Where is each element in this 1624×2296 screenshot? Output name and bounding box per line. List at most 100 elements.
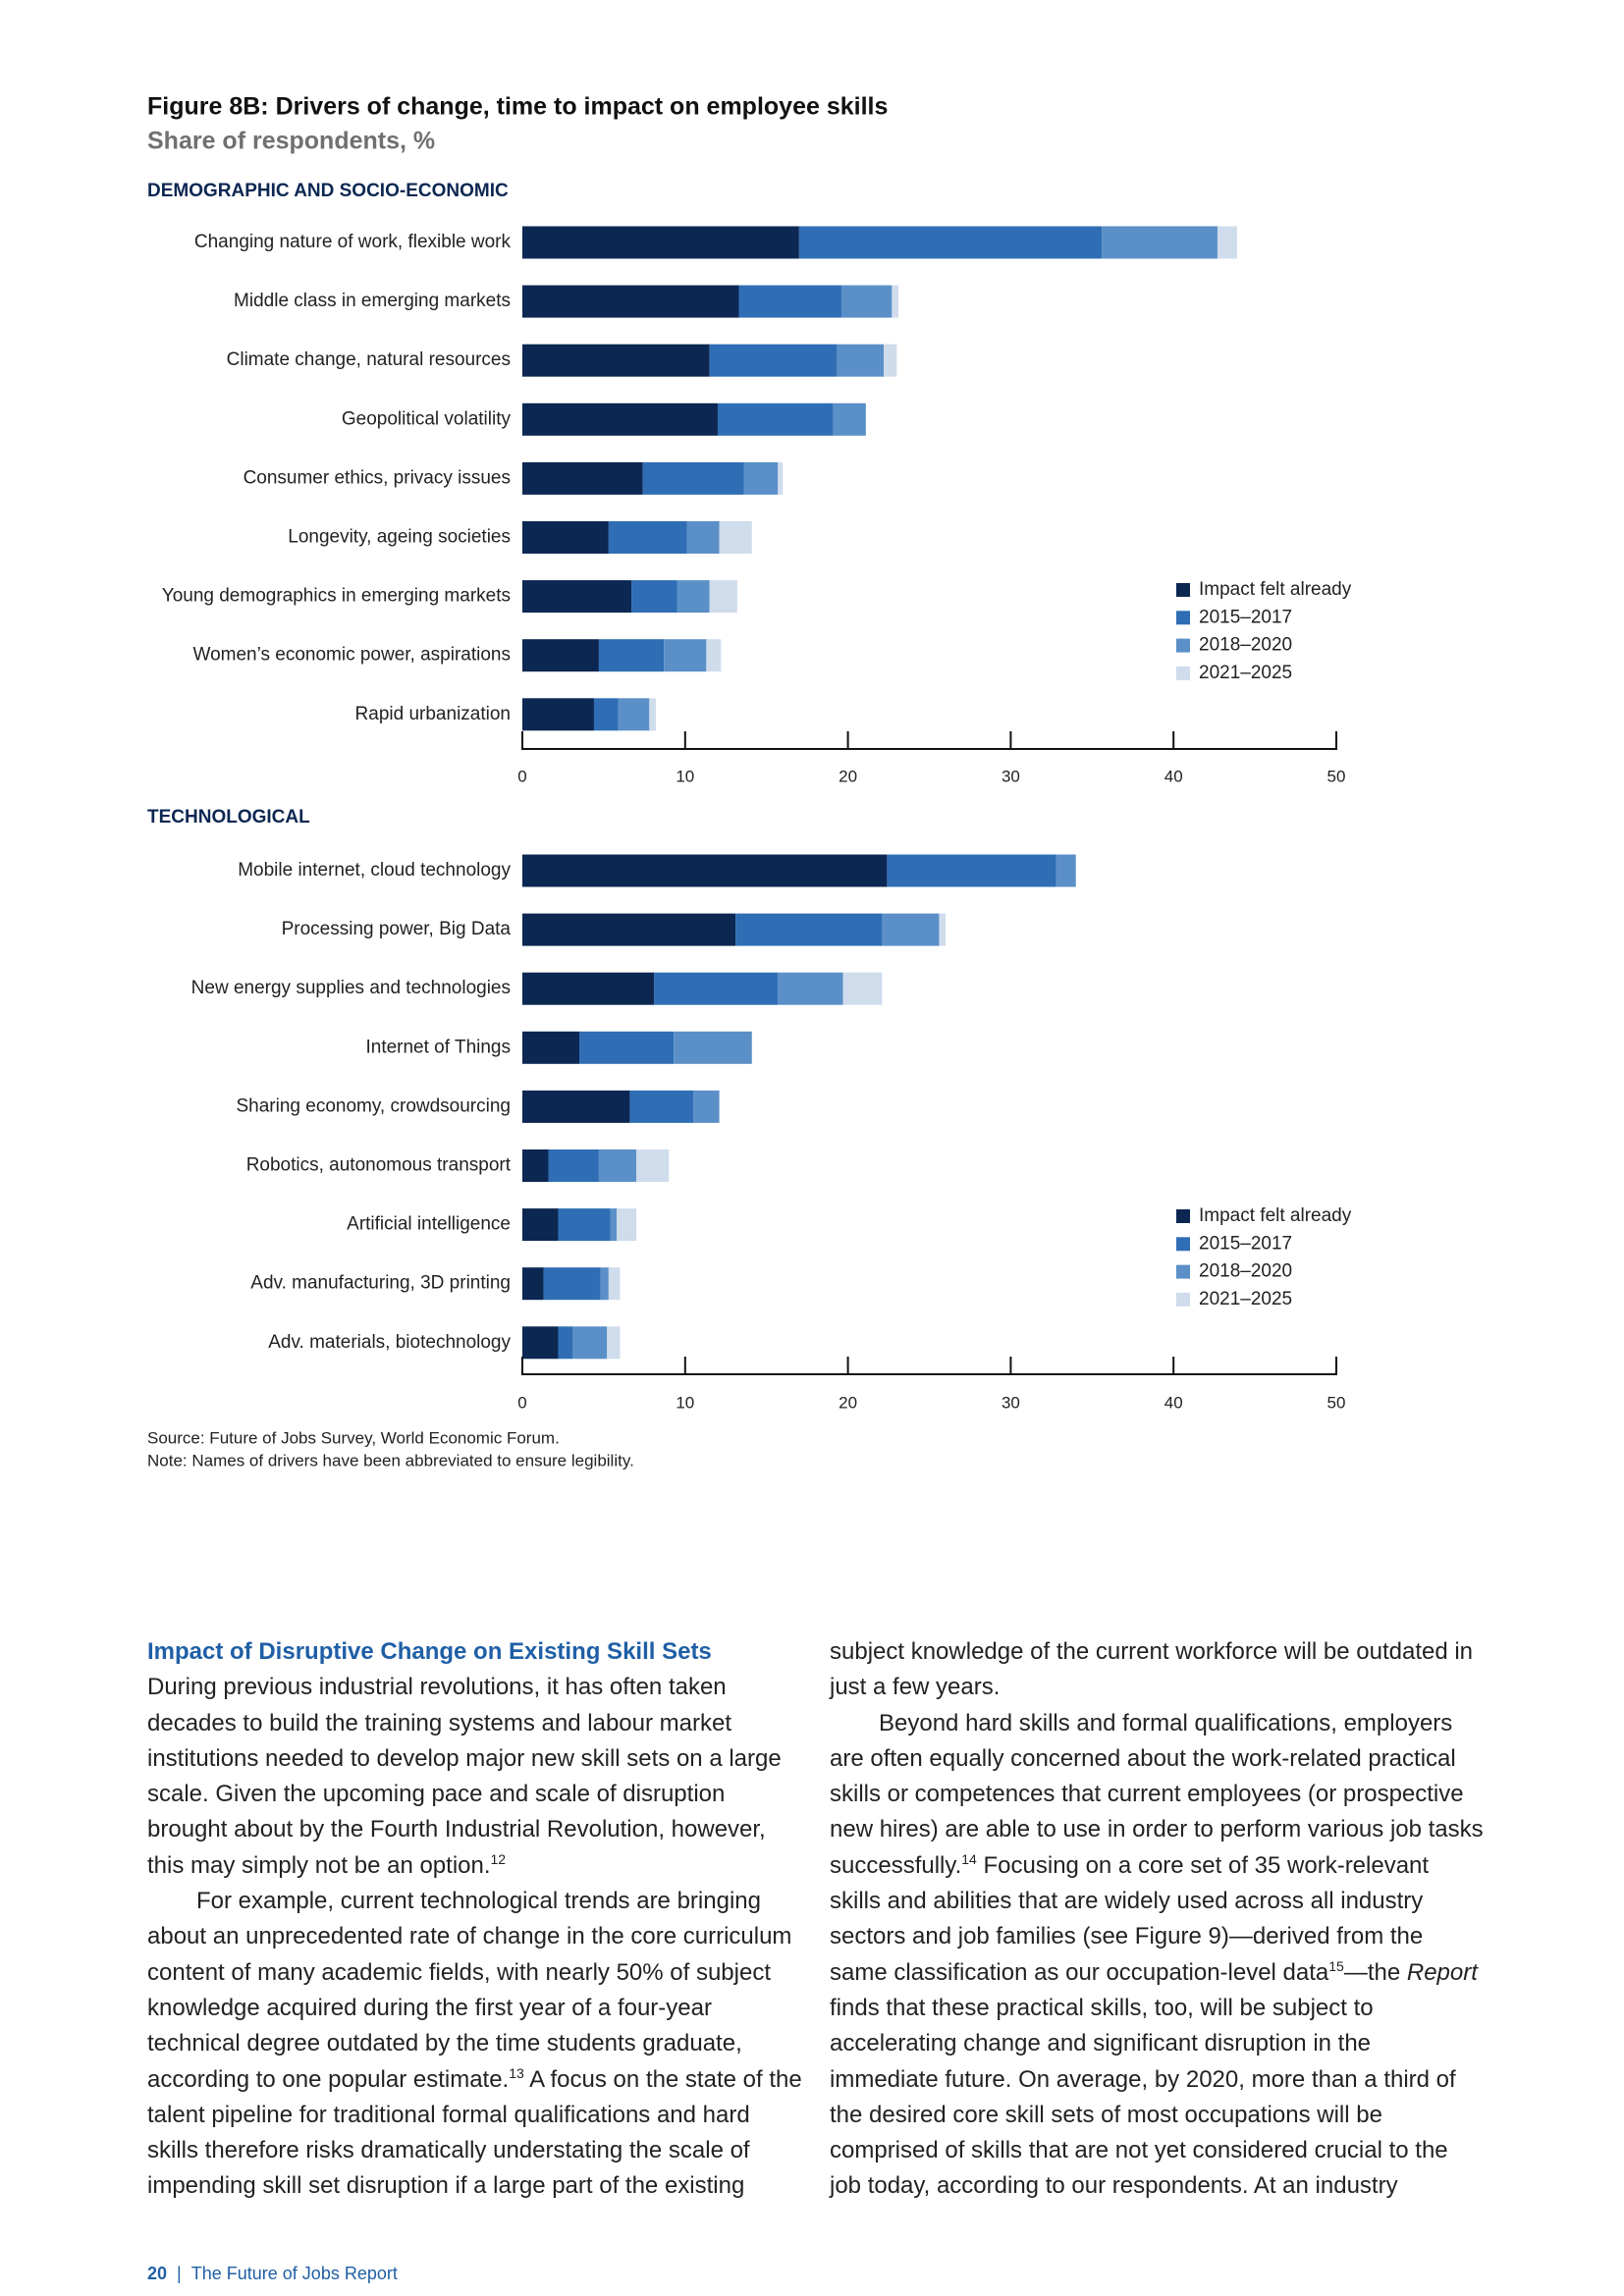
bar-segment	[522, 1031, 580, 1064]
bar-segment	[636, 1149, 670, 1182]
bar-segment	[884, 344, 897, 377]
legend-swatch	[1176, 1264, 1190, 1279]
bar-segment	[735, 913, 883, 946]
legend-swatch	[1176, 583, 1190, 597]
bar-segment	[836, 344, 885, 377]
x-tick-label: 40	[1164, 1393, 1183, 1412]
bar-segment	[522, 913, 736, 946]
bar-segment	[887, 854, 1056, 887]
bar-segment	[608, 521, 687, 554]
footnote-ref: 12	[490, 1850, 507, 1867]
bar-segment	[522, 1208, 559, 1242]
bar-segment	[598, 639, 665, 672]
text-run: —the	[1343, 1958, 1407, 1986]
source: Source: Future of Jobs Survey, World Eco…	[147, 1428, 560, 1447]
x-tick-label: 50	[1327, 767, 1346, 785]
bar-segment	[1056, 854, 1076, 887]
category-label: Consumer ethics, privacy issues	[244, 467, 511, 488]
bar-segment	[1102, 226, 1218, 259]
bar-segment	[719, 521, 752, 554]
category-label: Adv. materials, biotechnology	[268, 1332, 511, 1353]
legend-label: Impact felt already	[1199, 579, 1352, 600]
figure-title: Figure 8B: Drivers of change, time to im…	[147, 93, 888, 121]
bar-segment	[548, 1149, 599, 1182]
text-run: finds that these practical skills, too, …	[830, 1994, 1456, 2200]
bar-segment	[558, 1326, 573, 1360]
legend-label: 2021–2025	[1199, 1289, 1292, 1309]
bar-segment	[706, 639, 722, 672]
bar-segment	[1217, 226, 1237, 259]
bar-segment	[579, 1031, 675, 1064]
bar-segment	[798, 226, 1103, 259]
category-label: Longevity, ageing societies	[288, 527, 511, 548]
bar-segment	[600, 1267, 609, 1301]
bar-segment	[522, 521, 609, 554]
category-label: New energy supplies and technologies	[191, 978, 511, 998]
bar-segment	[654, 972, 779, 1005]
legend-swatch	[1176, 1237, 1190, 1252]
bar-segment	[522, 639, 599, 672]
bar-segment	[629, 1090, 694, 1123]
bar-segment	[778, 972, 843, 1005]
category-label: Women’s economic power, aspirations	[192, 645, 511, 666]
legend-label: 2018–2020	[1199, 635, 1292, 656]
paragraph: During previous industrial revolutions, …	[147, 1670, 802, 1884]
category-label: Sharing economy, crowdsourcing	[236, 1095, 511, 1116]
bar-segment	[882, 913, 940, 946]
legend-swatch	[1176, 666, 1190, 680]
x-tick-label: 50	[1327, 1393, 1346, 1412]
category-label: Changing nature of work, flexible work	[194, 232, 512, 252]
bar-segment	[618, 698, 650, 731]
footnote-ref: 13	[509, 2064, 524, 2081]
bar-segment	[743, 461, 779, 495]
bar-segment	[642, 461, 744, 495]
bar-segment	[522, 402, 718, 436]
bar-segment	[608, 1267, 621, 1301]
bar-segment	[617, 1208, 637, 1242]
text-run: Beyond hard skills and formal qualificat…	[830, 1709, 1484, 1879]
bar-segment	[522, 1149, 549, 1182]
category-label: Young demographics in emerging markets	[162, 586, 511, 607]
legend-swatch	[1176, 1292, 1190, 1307]
category-label: Artificial intelligence	[347, 1214, 511, 1235]
figure: Figure 8B: Drivers of change, time to im…	[147, 93, 1352, 1470]
bar-segment	[717, 402, 834, 436]
bar-segment	[693, 1090, 720, 1123]
bar-segment	[522, 972, 655, 1005]
footnote-ref: 14	[961, 1850, 977, 1867]
bar-segment	[522, 854, 888, 887]
bar-segment	[522, 461, 643, 495]
bar-segment	[522, 226, 799, 259]
bar-segment	[664, 639, 707, 672]
text-run: During previous industrial revolutions, …	[147, 1674, 782, 1879]
x-tick-label: 20	[839, 767, 857, 785]
bar-segment	[738, 285, 841, 318]
legend-swatch	[1176, 638, 1190, 653]
page-number: 20	[147, 2264, 168, 2283]
x-tick-label: 30	[1001, 767, 1020, 785]
bar-segment	[522, 344, 710, 377]
text-run: For example, current technological trend…	[147, 1888, 792, 2093]
note: Note: Names of drivers have been abbrevi…	[147, 1451, 634, 1469]
bar-segment	[686, 521, 720, 554]
paragraph: For example, current technological trend…	[147, 1634, 1485, 2208]
x-tick-label: 10	[676, 1393, 694, 1412]
bar-segment	[939, 913, 947, 946]
bar-segment	[522, 698, 594, 731]
bar-segment	[840, 285, 893, 318]
x-tick-label: 40	[1164, 767, 1183, 785]
bar-segment	[778, 461, 784, 495]
bar-segment	[607, 1326, 621, 1360]
legend-label: 2015–2017	[1199, 1233, 1292, 1254]
publication: The Future of Jobs Report	[190, 2264, 398, 2283]
category-label: Robotics, autonomous transport	[246, 1155, 512, 1176]
bar-segment	[543, 1267, 601, 1301]
category-label: Adv. manufacturing, 3D printing	[250, 1273, 511, 1294]
x-tick-label: 30	[1001, 1393, 1020, 1412]
x-tick-label: 20	[839, 1393, 857, 1412]
legend-label: 2015–2017	[1199, 607, 1292, 627]
bar-segment	[892, 285, 898, 318]
category-label: Climate change, natural resources	[227, 349, 511, 370]
bar-segment	[709, 580, 737, 614]
